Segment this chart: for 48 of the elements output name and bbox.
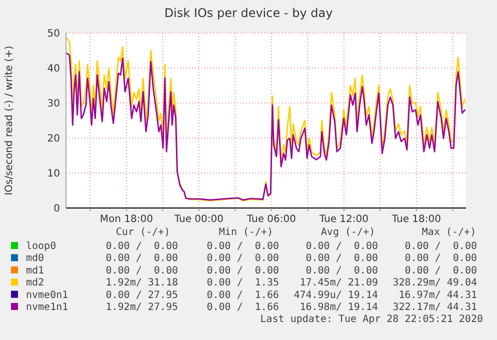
y-tick-label: 50 bbox=[47, 28, 60, 40]
legend-label: nvme1n1 bbox=[26, 302, 68, 313]
text: Last update: Tue Apr 28 22:05:21 2020 bbox=[260, 314, 483, 325]
y-tick-label: 20 bbox=[47, 134, 60, 144]
text: 0.00 / 0.00 bbox=[404, 241, 477, 252]
text: 16.98m/ 19.14 bbox=[300, 302, 378, 313]
text: 17.45m/ 21.09 bbox=[300, 278, 378, 289]
x-tick-label: Tue 12:00 bbox=[318, 214, 368, 225]
x-tick-label: Tue 18:00 bbox=[390, 214, 441, 225]
text: 0.00 / 27.95 bbox=[106, 290, 178, 301]
x-tick-label: Tue 00:00 bbox=[173, 214, 224, 225]
legend-label: md1 bbox=[26, 265, 44, 276]
text: 0.00 / 0.00 bbox=[106, 241, 178, 252]
text: 0.00 / 0.00 bbox=[106, 265, 178, 276]
legend-label: md0 bbox=[26, 253, 44, 264]
text: 0.00 / 0.00 bbox=[206, 241, 279, 252]
y-tick-label: 40 bbox=[47, 64, 60, 74]
text: 16.97m/ 44.31 bbox=[398, 290, 477, 301]
text: 0.00 / 1.66 bbox=[206, 302, 279, 313]
text: 0.00 / 1.66 bbox=[206, 290, 279, 301]
text: 1.92m/ 31.18 bbox=[106, 278, 178, 289]
y-tick-label: 0 bbox=[54, 204, 60, 214]
x-tick-label: Mon 18:00 bbox=[100, 214, 153, 225]
legend-label: loop0 bbox=[26, 241, 56, 252]
text: 1.92m/ 27.95 bbox=[106, 302, 178, 313]
text: 322.17m/ 44.31 bbox=[392, 302, 477, 313]
chart-title: Disk IOs per device - by day bbox=[164, 6, 333, 20]
text: 0.00 / 0.00 bbox=[404, 265, 477, 276]
text: 0.00 / 0.00 bbox=[404, 253, 477, 264]
text: Avg (-/+) bbox=[320, 227, 376, 238]
text: 0.00 / 0.00 bbox=[306, 265, 378, 276]
y-axis-title: IOs/second read (-) / write (+) bbox=[4, 46, 15, 196]
text: Max (-/+) bbox=[422, 227, 476, 238]
text: 328.29m/ 49.04 bbox=[392, 278, 477, 289]
text: 0.00 / 0.00 bbox=[106, 253, 178, 264]
text: 0.00 / 0.00 bbox=[306, 253, 378, 264]
text: 0.00 / 0.00 bbox=[306, 241, 378, 252]
y-tick-label: 10 bbox=[47, 168, 60, 180]
text: 0.00 / 0.00 bbox=[206, 253, 279, 264]
text: Min (-/+) bbox=[218, 227, 274, 238]
y-tick-label: 30 bbox=[47, 98, 60, 110]
text: 0.00 / 1.35 bbox=[206, 278, 279, 289]
legend-label: nvme0n1 bbox=[26, 290, 68, 301]
legend-label: md2 bbox=[26, 278, 44, 289]
text: 474.99u/ 19.14 bbox=[294, 290, 378, 301]
text: Cur (-/+) bbox=[116, 227, 170, 238]
x-tick-label: Tue 06:00 bbox=[246, 214, 296, 225]
text: 0.00 / 0.00 bbox=[206, 265, 279, 276]
